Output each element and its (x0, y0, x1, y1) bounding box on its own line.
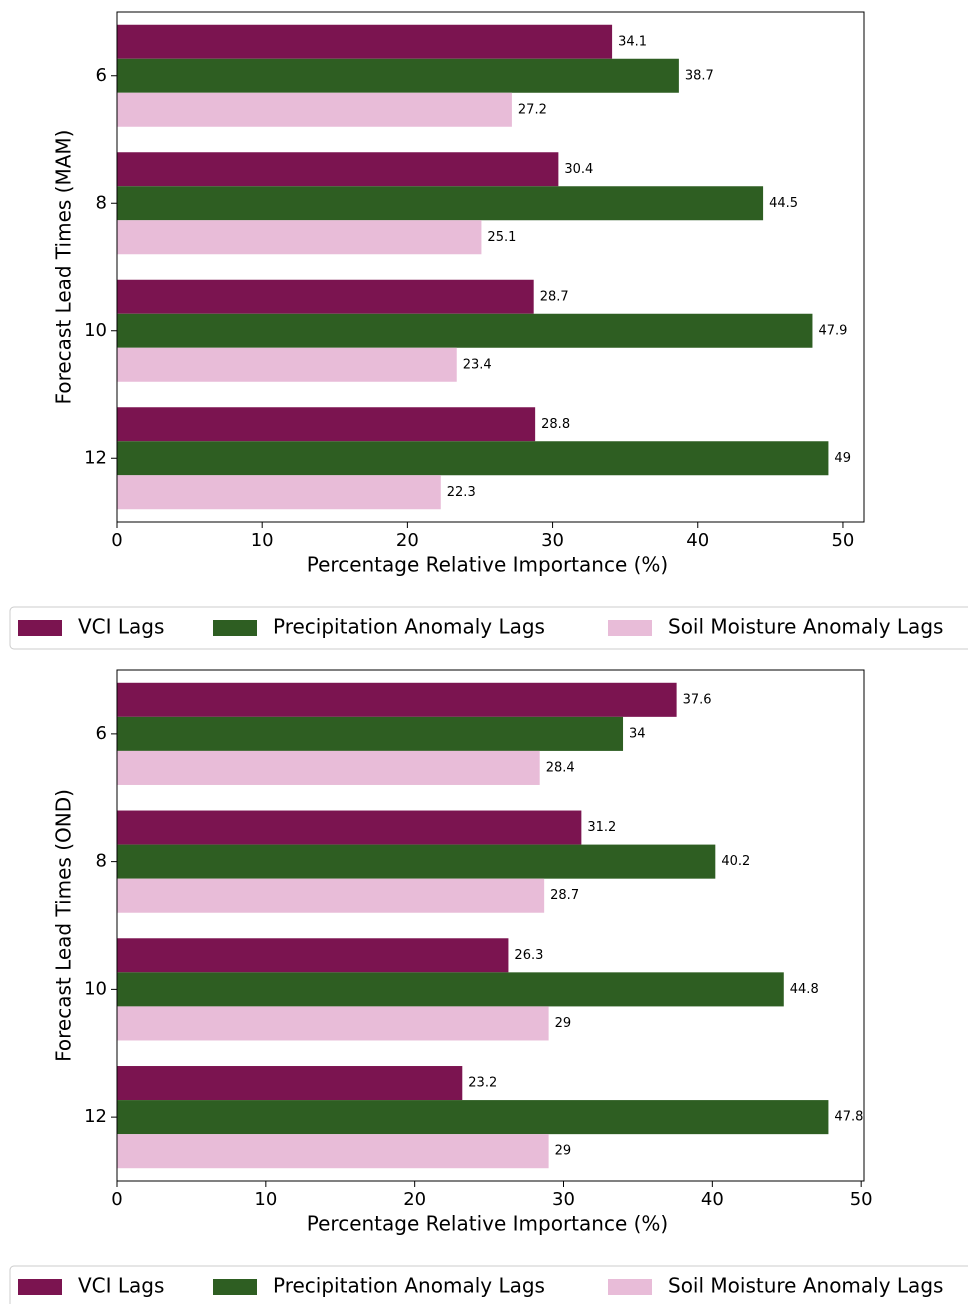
legend-swatch (213, 620, 257, 636)
y-tick-label: 6 (96, 723, 107, 744)
value-label: 40.2 (721, 854, 750, 869)
bar (117, 220, 482, 255)
bar (117, 844, 716, 879)
bar (117, 716, 624, 751)
value-label: 34.1 (618, 34, 647, 49)
y-tick-label: 10 (84, 320, 107, 341)
x-tick-label: 30 (552, 1189, 575, 1210)
x-tick-label: 0 (111, 530, 122, 551)
x-axis-label: Percentage Relative Importance (%) (307, 1212, 668, 1236)
bar (117, 313, 813, 348)
value-label: 26.3 (514, 948, 543, 963)
bar (117, 279, 534, 314)
legend-swatch (608, 1279, 652, 1295)
value-label: 29 (555, 1144, 572, 1159)
x-tick-label: 10 (254, 1189, 277, 1210)
y-axis-label: Forecast Lead Times (MAM) (52, 130, 76, 405)
legend-label: Soil Moisture Anomaly Lags (668, 1274, 943, 1298)
bar (117, 92, 512, 127)
legend-swatch (213, 1279, 257, 1295)
value-label: 44.5 (769, 196, 798, 211)
value-label: 28.8 (541, 417, 570, 432)
y-tick-label: 10 (84, 978, 107, 999)
legend-label: VCI Lags (78, 615, 164, 639)
bar (117, 810, 582, 845)
value-label: 28.4 (546, 760, 575, 775)
value-label: 44.8 (790, 982, 819, 997)
plot-frame (116, 669, 865, 1182)
value-label: 23.2 (468, 1076, 497, 1091)
bar (117, 347, 457, 382)
bar (117, 407, 536, 442)
bar (117, 750, 540, 785)
y-tick-label: 8 (96, 192, 107, 213)
x-tick-label: 40 (686, 530, 709, 551)
plot-frame (116, 11, 865, 523)
x-tick-label: 10 (251, 530, 274, 551)
value-label: 47.8 (834, 1110, 863, 1125)
x-tick-label: 40 (701, 1189, 724, 1210)
bar (117, 1134, 549, 1169)
x-axis-label: Percentage Relative Importance (%) (307, 553, 668, 577)
x-tick-label: 50 (850, 1189, 873, 1210)
value-label: 22.3 (447, 485, 476, 500)
y-tick-label: 12 (84, 1106, 107, 1127)
value-label: 49 (834, 451, 851, 466)
value-label: 23.4 (463, 357, 492, 372)
legend-frame (9, 606, 968, 650)
value-label: 34 (629, 726, 646, 741)
value-label: 28.7 (540, 289, 569, 304)
bar (117, 152, 559, 187)
value-label: 37.6 (683, 692, 712, 707)
legend-swatch (608, 620, 652, 636)
legend-label: Soil Moisture Anomaly Lags (668, 615, 943, 639)
x-tick-label: 30 (541, 530, 564, 551)
bar (117, 682, 677, 717)
value-label: 38.7 (685, 68, 714, 83)
y-tick-label: 6 (96, 65, 107, 86)
bar (117, 186, 764, 221)
x-tick-label: 20 (403, 1189, 426, 1210)
value-label: 27.2 (518, 102, 547, 117)
x-tick-label: 0 (111, 1189, 122, 1210)
value-label: 25.1 (487, 230, 516, 245)
y-axis-label: Forecast Lead Times (OND) (52, 789, 76, 1062)
bar (117, 878, 545, 913)
bar (117, 1100, 829, 1135)
bar (117, 58, 679, 93)
bar (117, 24, 613, 59)
bar (117, 475, 441, 510)
bar (117, 938, 509, 973)
bar (117, 1006, 549, 1041)
bar (117, 441, 829, 476)
legend-label: VCI Lags (78, 1274, 164, 1298)
legend-swatch (18, 1279, 62, 1295)
bar (117, 1066, 463, 1101)
value-label: 31.2 (587, 820, 616, 835)
y-tick-label: 8 (96, 851, 107, 872)
value-label: 28.7 (550, 888, 579, 903)
x-tick-label: 20 (396, 530, 419, 551)
legend-swatch (18, 620, 62, 636)
legend-label: Precipitation Anomaly Lags (273, 615, 545, 639)
value-label: 29 (555, 1016, 572, 1031)
value-label: 47.9 (818, 323, 847, 338)
legend-label: Precipitation Anomaly Lags (273, 1274, 545, 1298)
value-label: 30.4 (564, 162, 593, 177)
y-tick-label: 12 (84, 447, 107, 468)
bar (117, 972, 784, 1007)
x-tick-label: 50 (831, 530, 854, 551)
